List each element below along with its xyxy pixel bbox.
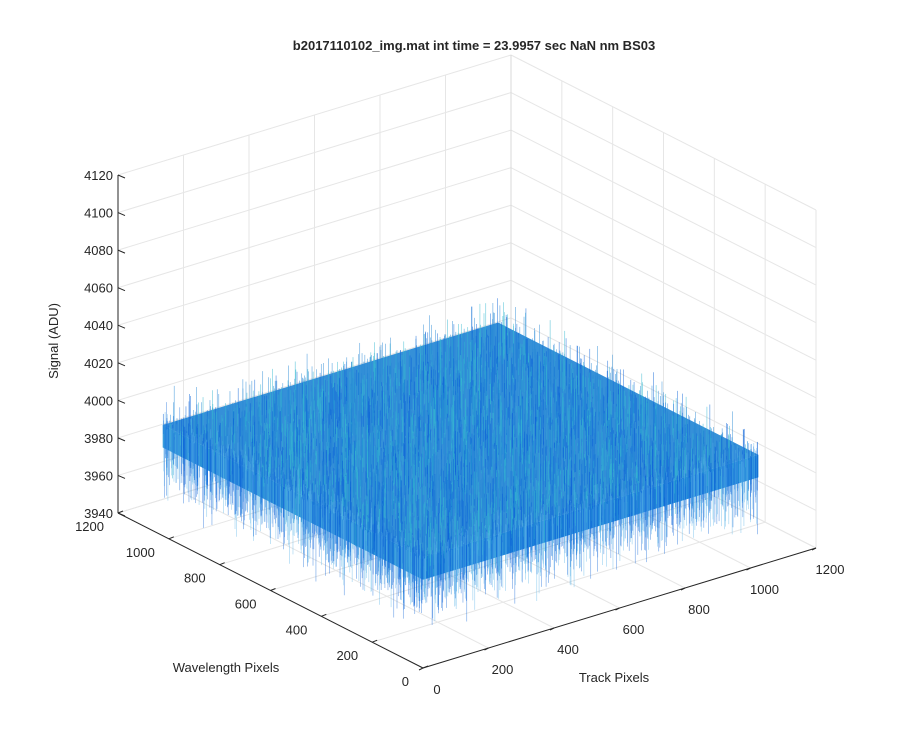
surface-layer bbox=[163, 298, 759, 625]
